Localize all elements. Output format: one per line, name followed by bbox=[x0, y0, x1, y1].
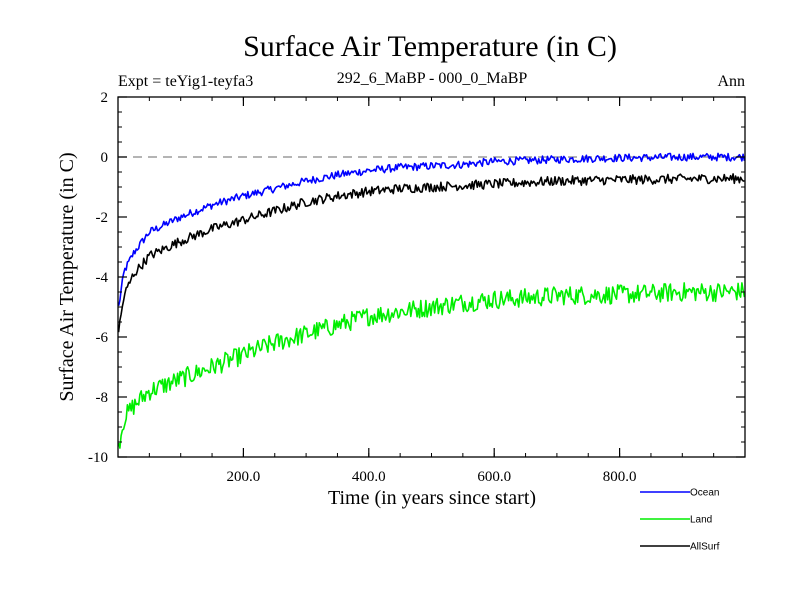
y-tick-label: -4 bbox=[96, 270, 109, 286]
legend-label-ocean: Ocean bbox=[690, 488, 719, 499]
legend: Ocean Land AllSurf bbox=[640, 488, 720, 553]
x-tick-label: 600.0 bbox=[477, 469, 511, 485]
period-label: 292_6_MaBP - 000_0_MaBP bbox=[337, 70, 528, 87]
y-tick-label: -2 bbox=[96, 210, 109, 226]
y-tick-label: -8 bbox=[96, 390, 109, 406]
x-tick-label: 200.0 bbox=[227, 469, 261, 485]
chart-title: Surface Air Temperature (in C) bbox=[243, 30, 617, 63]
series-line-allsurf bbox=[117, 173, 745, 333]
legend-label-allsurf: AllSurf bbox=[690, 542, 720, 553]
season-label: Ann bbox=[717, 73, 745, 90]
x-axis-label: Time (in years since start) bbox=[328, 487, 536, 509]
x-tick-label: 400.0 bbox=[352, 469, 386, 485]
y-tick-label: -6 bbox=[96, 330, 109, 346]
x-tick-label: 800.0 bbox=[603, 469, 637, 485]
y-axis-label: Surface Air Temperature (in C) bbox=[56, 152, 78, 401]
y-tick-label: 2 bbox=[101, 90, 109, 106]
experiment-label: Expt = teYig1-teyfa3 bbox=[118, 73, 253, 90]
y-tick-label: -10 bbox=[88, 450, 108, 466]
plot-area: -10 -8 -6 -4 -2 0 2 200.0 400.0 600.0 800.0 bbox=[88, 90, 746, 485]
series-line-ocean bbox=[117, 152, 746, 306]
series-line-land bbox=[117, 282, 746, 449]
legend-label-land: Land bbox=[690, 515, 712, 526]
y-tick-label: 0 bbox=[101, 150, 109, 166]
